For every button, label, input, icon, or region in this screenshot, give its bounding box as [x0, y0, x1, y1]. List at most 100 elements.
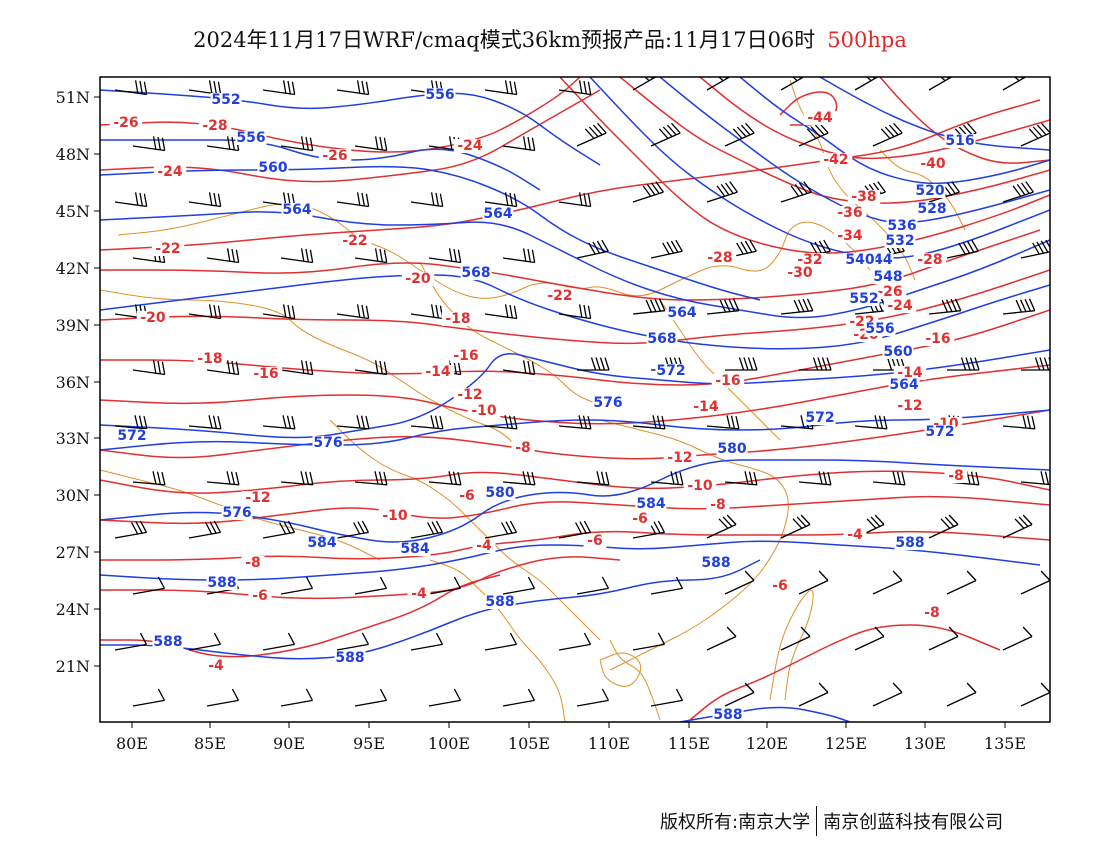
wind-barb — [336, 80, 370, 96]
wind-barb — [872, 570, 903, 595]
footer: 版权所有:南京大学 南京创蓝科技有限公司 — [660, 806, 1004, 838]
wind-barb — [188, 304, 222, 320]
temperature-contours — [100, 77, 1050, 721]
border-line — [429, 559, 566, 722]
wind-barb — [706, 77, 731, 91]
lat-tick-label: 21N — [56, 657, 90, 676]
wind-barb — [188, 192, 222, 208]
temperature-label: -6 — [632, 511, 648, 527]
wind-barb — [354, 471, 388, 486]
temperature-label: -8 — [710, 497, 726, 513]
height-label: 572 — [925, 424, 954, 440]
wind-barb — [928, 77, 953, 91]
temperature-label: -28 — [917, 252, 942, 268]
wind-barb — [502, 688, 536, 707]
wind-barb — [725, 357, 758, 371]
height-label: 556 — [865, 321, 894, 337]
height-label: 568 — [461, 265, 490, 281]
wind-barb — [632, 77, 657, 91]
wind-barb — [724, 239, 757, 259]
wind-barb — [354, 360, 388, 376]
coast-hainan — [599, 652, 642, 687]
wind-barb — [798, 471, 832, 486]
lon-tick-label: 90E — [273, 734, 305, 753]
height-label: 588 — [153, 634, 182, 650]
wind-barb — [428, 471, 462, 486]
temperature-label: -18 — [445, 311, 470, 327]
wind-barb — [1020, 122, 1050, 147]
wind-barb — [280, 136, 314, 152]
temperature-contour-line — [100, 556, 621, 600]
wind-barb — [114, 415, 148, 430]
wind-barb — [206, 471, 240, 486]
height-label: 564 — [282, 202, 311, 218]
height-label: 588 — [207, 575, 236, 591]
company-text: 南京创蓝科技有限公司 — [823, 812, 1004, 833]
wind-barb — [650, 576, 684, 595]
height-contour-line — [679, 706, 851, 722]
wind-barb — [632, 298, 666, 315]
temperature-contour-line — [100, 530, 1050, 561]
temperature-contour-line — [100, 574, 501, 658]
wind-barb — [854, 77, 879, 91]
wind-barb — [650, 471, 684, 486]
wind-barb — [854, 626, 885, 651]
height-label: 556 — [425, 87, 454, 103]
temperature-label: -16 — [453, 348, 478, 364]
lat-tick-label: 30N — [56, 486, 90, 505]
wind-barb — [114, 520, 148, 539]
title-level: 500hpa — [827, 28, 907, 52]
wind-barbs — [114, 77, 1050, 707]
wind-barb — [428, 576, 462, 595]
wind-barb — [576, 576, 610, 595]
wind-barb — [928, 298, 962, 315]
wind-barb — [632, 520, 666, 539]
temperature-label: -24 — [157, 164, 183, 180]
wind-barb — [780, 298, 814, 315]
temperature-label: -6 — [772, 578, 788, 594]
temperature-label: -6 — [459, 488, 475, 504]
wind-barb — [132, 688, 166, 707]
wind-barb — [410, 632, 444, 651]
wind-barb — [1020, 682, 1050, 707]
wind-barb — [336, 304, 370, 320]
wind-barb — [1020, 471, 1050, 486]
height-contour-line — [100, 409, 1050, 451]
lon-tick-label: 130E — [904, 734, 946, 753]
lat-tick-label: 48N — [56, 145, 90, 164]
height-contour-line — [100, 559, 761, 660]
lat-tick-label: 27N — [56, 543, 90, 562]
wind-barb — [502, 248, 536, 264]
wind-barb — [558, 192, 592, 208]
wind-barb — [188, 520, 222, 539]
wind-barb — [946, 239, 979, 259]
lon-tick-label: 110E — [588, 734, 630, 753]
height-label: 560 — [258, 160, 287, 176]
temperature-label: -8 — [948, 468, 964, 484]
temperature-label: -14 — [425, 364, 451, 380]
wind-barb — [706, 181, 738, 203]
wind-barb — [946, 682, 977, 707]
wind-barb — [780, 181, 812, 203]
height-label: 576 — [593, 395, 622, 411]
temperature-label: -34 — [837, 228, 863, 244]
wind-barb — [947, 357, 980, 371]
wind-barb — [632, 632, 666, 651]
temperature-label: -18 — [197, 351, 222, 367]
wind-barb — [502, 576, 536, 595]
height-label: 528 — [917, 201, 946, 217]
border-line — [419, 261, 601, 406]
lon-tick-label: 100E — [428, 734, 470, 753]
wind-barb — [484, 520, 518, 539]
height-label: 556 — [236, 130, 265, 146]
wind-barb — [798, 570, 829, 595]
height-label: 572 — [805, 410, 834, 426]
temperature-label: -26 — [322, 148, 347, 164]
wind-barb — [576, 688, 610, 707]
wind-barb — [872, 471, 906, 486]
wind-barb — [280, 471, 314, 486]
wind-barb — [558, 520, 592, 539]
border-line — [329, 419, 601, 641]
wind-barb — [706, 415, 740, 430]
